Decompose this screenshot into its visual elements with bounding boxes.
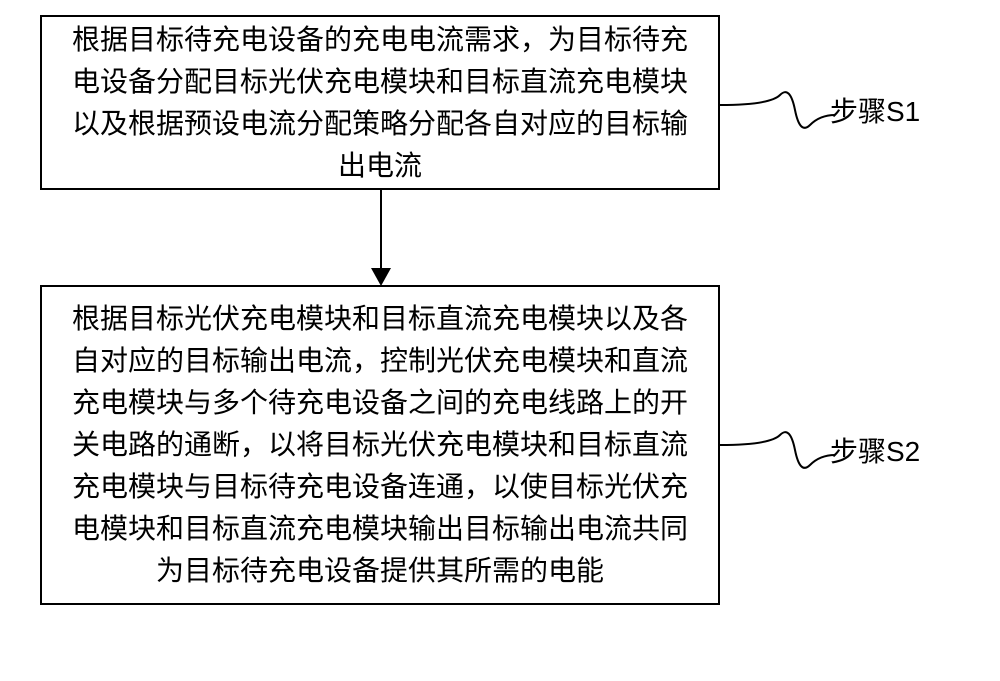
step-text-s2: 根据目标光伏充电模块和目标直流充电模块以及各自对应的目标输出电流，控制光伏充电模… (72, 298, 688, 592)
step-box-s1: 根据目标待充电设备的充电电流需求，为目标待充电设备分配目标光伏充电模块和目标直流… (40, 15, 720, 190)
step-text-s1: 根据目标待充电设备的充电电流需求，为目标待充电设备分配目标光伏充电模块和目标直流… (72, 19, 688, 187)
arrow-head-icon (371, 268, 391, 286)
arrow-line (380, 190, 382, 270)
step-label-s2: 步骤S2 (830, 430, 920, 470)
connector-s1 (720, 85, 835, 135)
step-box-s2: 根据目标光伏充电模块和目标直流充电模块以及各自对应的目标输出电流，控制光伏充电模… (40, 285, 720, 605)
step-label-s1: 步骤S1 (830, 90, 920, 130)
connector-s2 (720, 425, 835, 475)
